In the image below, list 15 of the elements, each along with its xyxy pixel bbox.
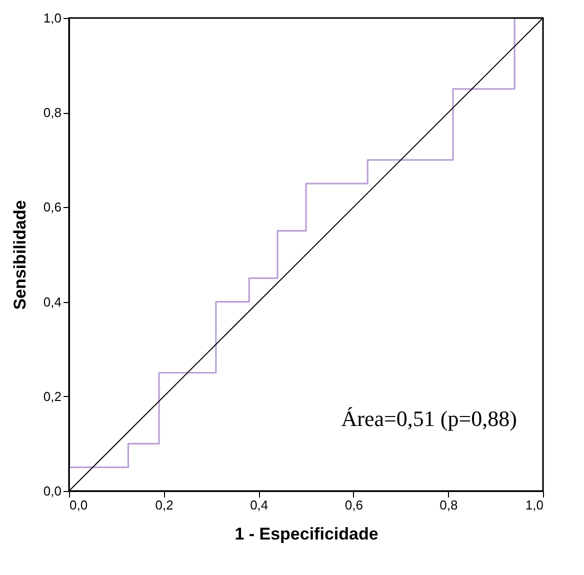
x-tick-label: 0,0	[70, 498, 88, 512]
x-tick-label: 0,6	[344, 498, 363, 512]
y-tick-label: 0,4	[43, 294, 62, 310]
x-tick-label: 0,2	[155, 498, 174, 512]
x-tick-label: 0,4	[250, 498, 268, 512]
y-tick-label: 0,8	[43, 105, 62, 120]
y-tick-label: 0,6	[43, 200, 62, 215]
x-tick-label: 1,0	[525, 498, 544, 512]
x-tick-label: 0,8	[440, 498, 458, 512]
annotation: Área=0,51 (p=0,88)	[341, 406, 517, 431]
y-tick-label: 0,2	[43, 388, 62, 404]
x-axis-title: 1 - Especificidade	[234, 524, 378, 544]
y-tick-label: 1,0	[43, 10, 62, 26]
y-axis-title: Sensibilidade	[10, 200, 30, 310]
y-tick-label: 0,0	[43, 484, 62, 498]
